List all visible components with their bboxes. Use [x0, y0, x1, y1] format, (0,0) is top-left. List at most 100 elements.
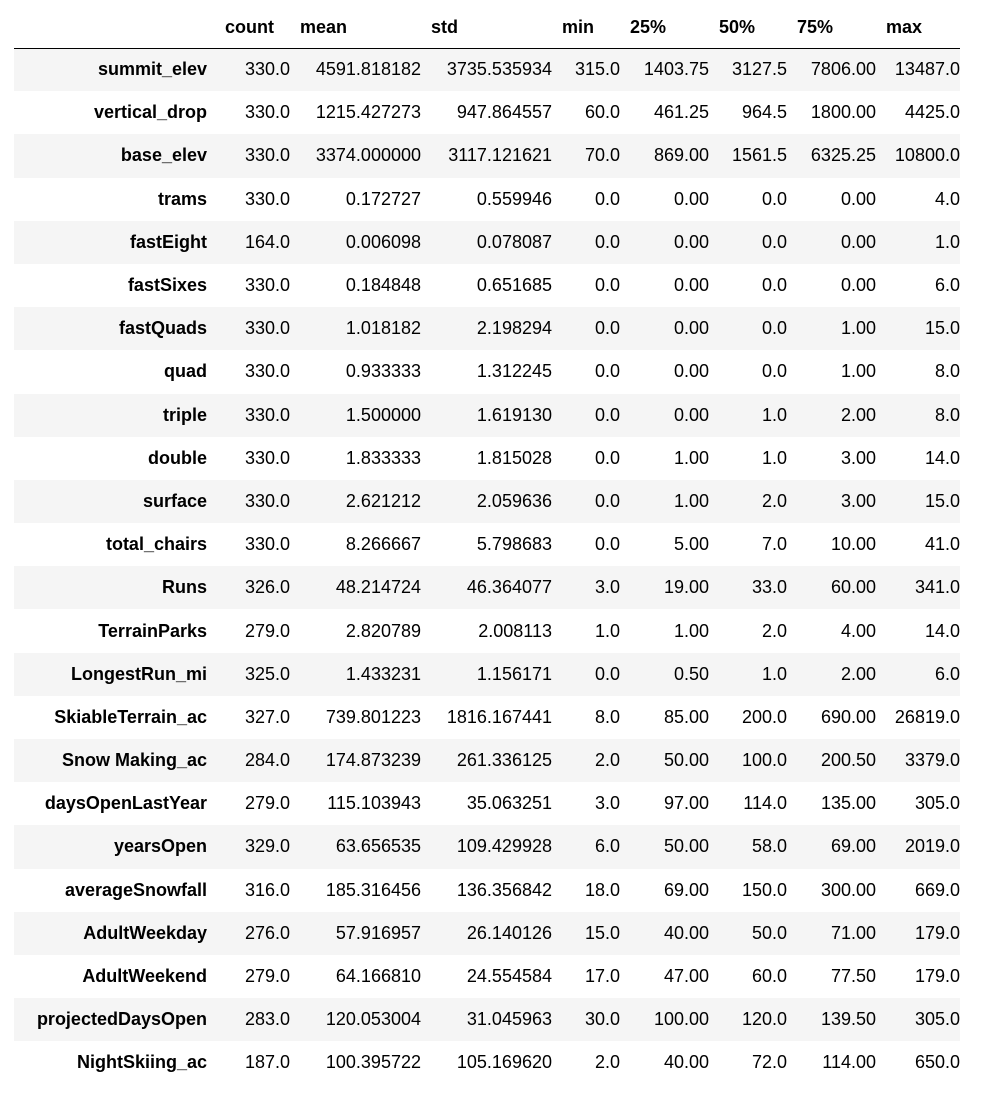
cell-75pct: 0.00	[840, 188, 876, 209]
cell-max: 26819.0	[894, 706, 960, 727]
table-row: fastEight 164.0 0.006098 0.078087 0.0 0.00 0.0…	[14, 220, 960, 264]
cell-75pct: 114.00	[822, 1052, 876, 1073]
table-row: SkiableTerrain_ac 327.0 739.801223 1816.167…	[14, 695, 960, 739]
cell-75pct: 139.50	[820, 1009, 876, 1030]
cell-count: 164.0	[244, 231, 290, 252]
cell-std: 24.554584	[466, 966, 552, 987]
row-label: summit_elev	[97, 59, 207, 80]
cell-std: 109.429928	[456, 836, 552, 857]
cell-50pct: 964.5	[741, 102, 787, 123]
summary-statistics-table: count mean std min 25% 50% 75% max summi…	[14, 8, 960, 1085]
table-row: total_chairs 330.0 8.266667 5.798683 0.0 5.00…	[14, 523, 960, 567]
cell-count: 330.0	[244, 490, 290, 511]
table-row: TerrainParks 279.0 2.820789 2.008113 1.0 1.00…	[14, 609, 960, 653]
cell-min: 0.0	[594, 404, 620, 425]
cell-std: 31.045963	[466, 1009, 552, 1030]
row-label: trams	[157, 188, 207, 209]
cell-count: 330.0	[244, 534, 290, 555]
cell-75pct: 10.00	[830, 534, 876, 555]
cell-25pct: 47.00	[663, 966, 709, 987]
cell-75pct: 2.00	[840, 404, 876, 425]
cell-50pct: 2.0	[761, 490, 787, 511]
cell-mean: 1.433231	[345, 663, 421, 684]
cell-75pct: 2.00	[840, 663, 876, 684]
cell-mean: 739.801223	[325, 706, 421, 727]
cell-75pct: 1.00	[840, 361, 876, 382]
cell-25pct: 97.00	[663, 793, 709, 814]
cell-75pct: 0.00	[840, 231, 876, 252]
cell-25pct: 869.00	[653, 145, 709, 166]
cell-50pct: 3127.5	[731, 59, 787, 80]
cell-mean: 0.172727	[345, 188, 421, 209]
cell-mean: 1215.427273	[315, 102, 421, 123]
cell-max: 15.0	[924, 490, 960, 511]
cell-min: 3.0	[594, 793, 620, 814]
cell-std: 947.864557	[456, 102, 552, 123]
cell-50pct: 58.0	[751, 836, 787, 857]
cell-75pct: 3.00	[840, 447, 876, 468]
row-label: Snow Making_ac	[61, 750, 207, 771]
row-label: SkiableTerrain_ac	[54, 706, 207, 727]
cell-std: 1.312245	[476, 361, 552, 382]
row-label: TerrainParks	[98, 620, 207, 641]
row-label: base_elev	[120, 145, 207, 166]
cell-50pct: 0.0	[761, 361, 787, 382]
table-row: Snow Making_ac 284.0 174.873239 261.336125 2…	[14, 739, 960, 783]
table-row: projectedDaysOpen 283.0 120.053004 31.04596…	[14, 998, 960, 1042]
cell-std: 1.815028	[476, 447, 552, 468]
row-label: fastSixes	[127, 275, 207, 296]
cell-25pct: 0.00	[673, 275, 709, 296]
cell-std: 3735.535934	[446, 59, 552, 80]
cell-min: 0.0	[594, 663, 620, 684]
table-row: averageSnowfall 316.0 185.316456 136.356842…	[14, 868, 960, 912]
cell-min: 0.0	[594, 188, 620, 209]
cell-min: 30.0	[584, 1009, 620, 1030]
table-row: Runs 326.0 48.214724 46.364077 3.0 19.00 33.0 6…	[14, 566, 960, 610]
cell-50pct: 0.0	[761, 275, 787, 296]
cell-mean: 185.316456	[325, 879, 421, 900]
cell-mean: 48.214724	[335, 577, 421, 598]
cell-max: 13487.0	[894, 59, 960, 80]
cell-std: 26.140126	[466, 922, 552, 943]
cell-75pct: 1.00	[840, 318, 876, 339]
cell-count: 187.0	[244, 1052, 290, 1073]
cell-50pct: 0.0	[761, 188, 787, 209]
cell-75pct: 0.00	[840, 275, 876, 296]
cell-mean: 115.103943	[327, 793, 421, 814]
row-label: NightSkiing_ac	[76, 1052, 207, 1073]
row-label: averageSnowfall	[64, 879, 207, 900]
cell-max: 41.0	[924, 534, 960, 555]
cell-min: 15.0	[584, 922, 620, 943]
cell-std: 2.008113	[478, 620, 552, 641]
cell-max: 6.0	[934, 663, 960, 684]
cell-25pct: 50.00	[663, 750, 709, 771]
row-label: projectedDaysOpen	[36, 1009, 207, 1030]
cell-count: 325.0	[244, 663, 290, 684]
cell-std: 0.651685	[476, 275, 552, 296]
row-label: AdultWeekend	[82, 966, 207, 987]
cell-25pct: 0.00	[673, 188, 709, 209]
cell-50pct: 60.0	[751, 966, 787, 987]
row-label: total_chairs	[105, 534, 207, 555]
cell-min: 60.0	[584, 102, 620, 123]
cell-max: 15.0	[924, 318, 960, 339]
cell-25pct: 1.00	[673, 620, 709, 641]
cell-count: 283.0	[244, 1009, 290, 1030]
cell-max: 179.0	[914, 922, 960, 943]
cell-50pct: 1.0	[761, 663, 787, 684]
cell-mean: 174.873239	[325, 750, 421, 771]
column-header-max: max	[876, 8, 960, 49]
cell-count: 329.0	[244, 836, 290, 857]
cell-25pct: 1403.75	[643, 59, 709, 80]
row-label: AdultWeekday	[83, 922, 207, 943]
cell-mean: 4591.818182	[315, 59, 421, 80]
cell-25pct: 0.50	[673, 663, 709, 684]
cell-max: 179.0	[914, 966, 960, 987]
cell-25pct: 50.00	[663, 836, 709, 857]
cell-50pct: 0.0	[761, 231, 787, 252]
cell-mean: 3374.000000	[315, 145, 421, 166]
cell-50pct: 1561.5	[731, 145, 787, 166]
cell-mean: 1.500000	[345, 404, 421, 425]
cell-min: 2.0	[594, 1052, 620, 1073]
cell-count: 330.0	[244, 404, 290, 425]
